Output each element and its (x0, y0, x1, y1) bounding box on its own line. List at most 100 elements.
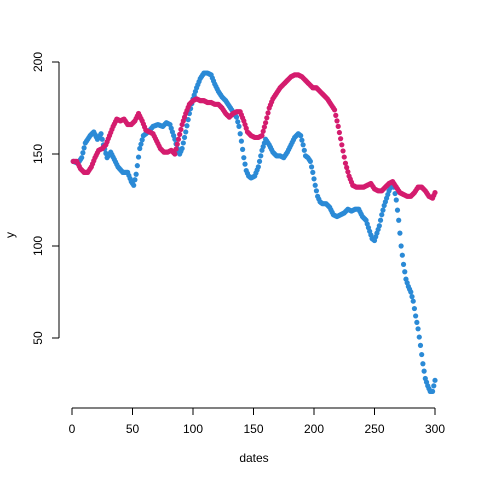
data-point (339, 142, 345, 148)
x-tick-label: 200 (304, 422, 324, 436)
data-point (256, 158, 263, 164)
data-point (415, 326, 421, 332)
data-point (376, 223, 382, 229)
data-point (417, 342, 424, 348)
data-point (139, 137, 145, 143)
data-point (259, 133, 265, 139)
data-point (308, 164, 315, 170)
data-point (260, 128, 266, 134)
data-point (98, 131, 104, 137)
data-point (411, 305, 418, 312)
data-point (172, 136, 178, 142)
plot-area (70, 70, 438, 394)
data-point (133, 171, 139, 177)
data-point (81, 145, 87, 151)
x-tick-label: 300 (425, 422, 445, 436)
data-point (265, 110, 271, 116)
data-point (421, 368, 427, 374)
data-point (174, 141, 180, 147)
data-point (394, 207, 401, 213)
data-point (235, 119, 241, 125)
data-point (258, 153, 264, 159)
data-point (311, 176, 317, 182)
data-point (138, 141, 144, 147)
data-point (399, 252, 405, 258)
data-point (344, 164, 350, 171)
data-point (233, 114, 240, 120)
data-point (416, 334, 422, 340)
data-point (331, 107, 338, 113)
data-point (237, 131, 243, 137)
x-tick-label: 150 (243, 422, 263, 436)
data-point (431, 383, 437, 389)
data-point (80, 150, 86, 156)
data-point (338, 136, 344, 142)
y-axis-label: y (3, 232, 17, 238)
data-point (408, 289, 414, 295)
data-point (242, 161, 248, 167)
data-point (180, 140, 186, 146)
data-point (300, 142, 306, 148)
data-point (429, 388, 436, 394)
data-point (420, 361, 426, 367)
data-point (179, 145, 185, 152)
data-point (342, 160, 349, 166)
data-point (336, 129, 343, 136)
data-point (79, 155, 85, 161)
data-point (312, 182, 318, 188)
x-tick-label: 100 (183, 422, 203, 436)
data-point (261, 124, 267, 130)
data-point (392, 190, 398, 197)
x-axis-ticks: 0 50 100 150 200 250 300 (69, 408, 445, 436)
y-tick-label: 200 (31, 52, 45, 72)
x-tick-label: 0 (69, 422, 76, 436)
data-point (299, 137, 305, 143)
data-point (307, 158, 313, 164)
data-point (414, 319, 420, 325)
data-point (135, 154, 142, 160)
data-point (313, 188, 320, 194)
y-tick-label: 50 (31, 331, 45, 345)
data-point (432, 190, 438, 196)
data-point (137, 145, 143, 152)
data-point (177, 131, 183, 137)
data-point (131, 182, 137, 188)
data-point (172, 151, 178, 157)
data-point (301, 147, 307, 153)
data-point (99, 136, 105, 142)
data-point (263, 120, 269, 126)
data-point (178, 126, 184, 133)
data-point (432, 377, 438, 383)
data-point (393, 197, 399, 203)
data-point (173, 146, 179, 152)
data-point (181, 134, 188, 141)
data-point (341, 154, 347, 160)
y-tick-label: 100 (31, 236, 45, 256)
data-point (334, 118, 340, 124)
data-point (255, 164, 261, 170)
y-tick-label: 150 (31, 144, 45, 164)
data-point (184, 123, 190, 129)
data-point (398, 243, 404, 249)
data-point (134, 163, 140, 169)
data-point (333, 112, 339, 118)
data-point (410, 298, 416, 304)
y-axis-ticks: 50 100 150 200 (31, 52, 59, 345)
data-point (236, 123, 242, 129)
x-axis-label: dates (239, 451, 268, 465)
data-point (396, 217, 402, 223)
data-point (240, 146, 246, 152)
data-point (241, 155, 247, 161)
data-point (402, 269, 408, 275)
series-2 (70, 72, 438, 201)
data-point (345, 169, 351, 175)
data-point (175, 136, 182, 142)
data-point (419, 351, 425, 358)
data-point (377, 217, 384, 223)
data-point (413, 313, 419, 319)
y-axis: 50 100 150 200 (31, 52, 60, 345)
x-tick-label: 250 (364, 422, 384, 436)
x-axis: 0 50 100 150 200 250 300 (69, 407, 445, 436)
data-point (379, 212, 385, 218)
